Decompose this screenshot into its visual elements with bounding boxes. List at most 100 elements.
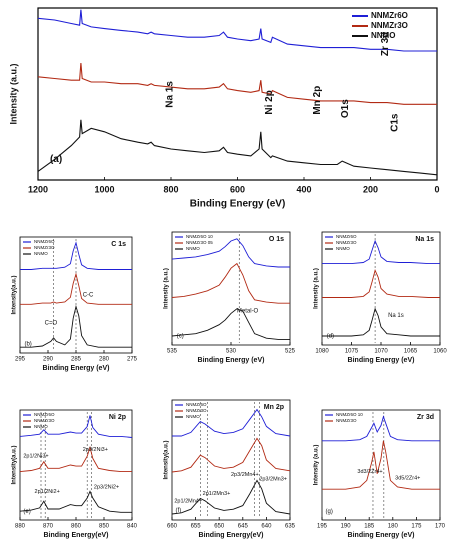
legend-label: NNMZr6O [371,11,408,20]
x-axis-label: Binding Energy(eV) [199,532,264,539]
legend-label: NNMZr3O [34,245,55,250]
x-tick-label: 1200 [28,184,48,194]
x-tick-label: 860 [71,524,82,530]
x-tick-label: 195 [317,524,328,530]
annotation: (e) [23,509,30,515]
legend-label: NNMO [34,424,48,429]
spectrum-line [171,238,290,268]
x-tick-label: 600 [230,184,245,194]
spectrum-line [20,304,132,348]
x-tick-label: 290 [43,357,54,363]
x-tick-label: 200 [363,184,378,194]
x-tick-label: 170 [435,524,446,530]
x-tick-label: 850 [99,524,110,530]
spectrum-line [322,307,440,337]
annotation: (g) [326,509,333,515]
panel-title: O 1s [269,236,284,243]
x-tick-label: 635 [285,524,296,530]
x-tick-label: 0 [434,184,439,194]
spectrum-line [322,269,440,298]
annotation: C-C [83,293,94,299]
legend-label: NNMZr3O 05 [186,240,213,245]
legend-label: NNMO [186,246,200,251]
x-axis-label: Binding Energy (eV) [348,532,415,539]
x-tick-label: 655 [191,524,202,530]
x-tick-label: 645 [238,524,249,530]
spectrum-line [19,490,132,513]
x-tick-label: 190 [341,524,352,530]
annotation: 2p1/2Mn4+ [174,498,202,504]
spectrum-line [172,408,291,437]
x-tick-label: 285 [71,357,82,363]
legend-label: NNMO [336,246,350,251]
y-axis-label: Intensity (a.u.) [314,268,320,309]
x-tick-label: 1075 [345,349,359,355]
spectrum-line [20,241,132,270]
plot-frame [171,399,291,521]
y-axis-label: Intensity(a.u.) [164,440,170,479]
annotation: C1s [390,113,401,132]
spectrum-line [37,62,437,105]
x-tick-label: 1065 [404,349,418,355]
x-axis-label: Binding Energy (eV) [43,365,110,372]
annotation: Metal-O [237,309,259,315]
x-tick-label: 660 [167,524,178,530]
spectrum-line [171,479,291,515]
spectrum-line [171,262,290,304]
legend-label: NNMO [34,251,48,256]
x-tick-label: 1080 [315,349,329,355]
panel-title: Mn 2p [264,404,284,411]
legend-label: NNMO [371,31,395,40]
panel-title: Na 1s [415,236,434,243]
spectrum-line [37,9,437,52]
x-tick-label: 840 [127,524,138,530]
x-tick-label: 280 [99,357,110,363]
x-tick-label: 400 [296,184,311,194]
annotation: (b) [24,341,31,347]
legend-label: NNMZr6O 10 [336,412,363,417]
annotation: Ni 2p [264,90,275,114]
x-tick-label: 525 [285,349,296,355]
panel-title: C 1s [111,241,126,248]
annotation: 2p1/2Ni2+ [35,489,60,495]
annotation: (d) [327,334,334,340]
annotation: Mn 2p [312,86,323,115]
y-axis-label: Intensity (a.u.) [314,445,320,486]
legend-label: NNMO [186,414,200,419]
spectrum-line [19,415,133,438]
x-tick-label: 185 [364,524,375,530]
spectrum-line [171,308,290,340]
legend-label: NNMZr6O 10 [186,234,213,239]
y-axis-label: Intensity (a.u.) [8,63,18,124]
spectrum-line [19,445,132,473]
plot-frame [321,409,441,521]
legend-label: NNMZr6O [34,412,55,417]
legend-label: NNMZr3O [371,21,408,30]
x-tick-label: 640 [261,524,272,530]
legend-label: NNMZr6O [186,402,207,407]
x-axis-label: Binding Energy (eV) [198,357,265,364]
panel-title: Zr 3d [417,414,434,421]
spectrum-line [20,272,132,305]
annotation: 2p3/2Mn3+ [259,477,287,483]
y-axis-label: Intensity (a.u.) [164,268,170,309]
x-tick-label: 535 [167,349,178,355]
y-axis-label: Intensity(a.u.) [12,445,18,484]
spectrum-line [322,440,440,490]
annotation: (f) [176,508,182,514]
legend-label: NNMZr6O [34,239,55,244]
legend-label: NNMZr3O [186,408,207,413]
x-tick-label: 650 [214,524,225,530]
x-tick-label: 295 [15,357,26,363]
legend-label: NNMZr3O [34,418,55,423]
spectrum-line [322,239,440,265]
annotation: 2p1/2Mn3+ [203,491,231,497]
x-axis-label: Binding Energy(eV) [44,532,109,539]
spectrum-line [171,437,291,473]
x-tick-label: 1060 [433,349,447,355]
x-tick-label: 275 [127,357,138,363]
annotation: Na 1s [164,81,175,108]
x-tick-label: 1000 [94,184,114,194]
panel-title: Ni 2p [109,414,126,421]
